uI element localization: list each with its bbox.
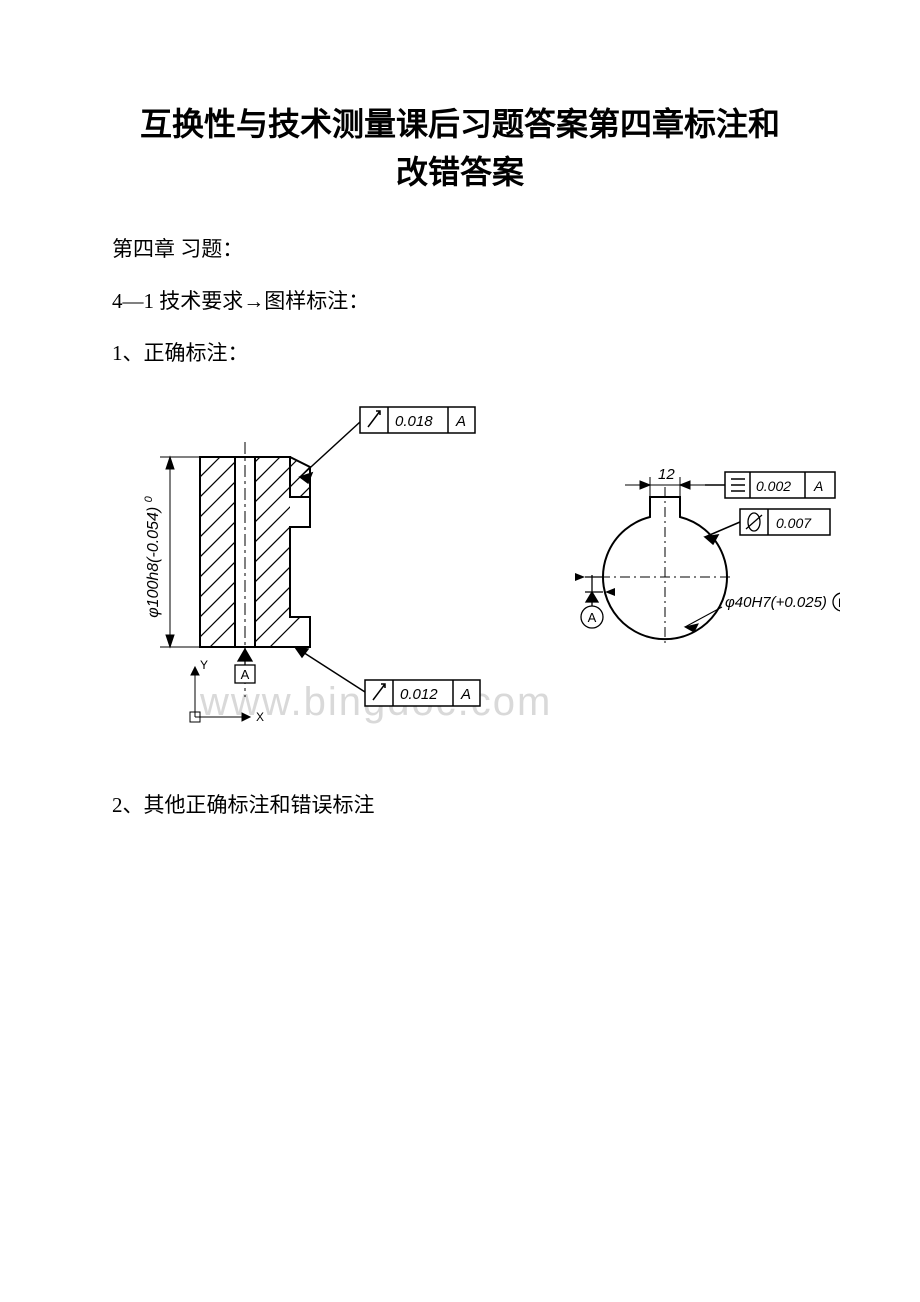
dim-diameter-right: φ40H7(+0.025) — [725, 594, 827, 611]
right-figure: 12 0.002 A — [575, 466, 840, 647]
datum-a-right: A — [588, 610, 597, 625]
dim-diameter-left: φ100h8(-0.054) 0 — [143, 495, 162, 617]
document-title: 互换性与技术测量课后习题答案第四章标注和 改错答案 — [70, 100, 850, 196]
callout-bottom-value: 0.012 — [400, 686, 438, 703]
paragraph-chapter: 第四章 习题： — [70, 226, 850, 272]
callout-top-datum: A — [455, 413, 466, 430]
callout-cyl-value: 0.007 — [776, 515, 812, 531]
paragraph-item-1: 1、正确标注： — [70, 330, 850, 376]
dim-12: 12 — [658, 466, 675, 483]
title-line-1: 互换性与技术测量课后习题答案第四章标注和 — [140, 106, 780, 142]
figure-row: φ100h8(-0.054) 0 0.018 A — [70, 397, 850, 742]
technical-drawings: φ100h8(-0.054) 0 0.018 A — [80, 397, 840, 737]
callout-top-value: 0.018 — [395, 413, 433, 430]
left-figure: φ100h8(-0.054) 0 0.018 A — [143, 397, 480, 724]
callout-sym-datum: A — [813, 478, 823, 494]
axis-y: Y — [200, 658, 208, 672]
axis-x: X — [256, 710, 264, 724]
datum-a-left: A — [241, 667, 250, 682]
paragraph-4-1: 4—1 技术要求→图样标注： — [70, 278, 850, 324]
title-line-2: 改错答案 — [396, 154, 524, 190]
envelope-e: E — [838, 596, 840, 610]
callout-bottom-datum: A — [460, 686, 471, 703]
paragraph-item-2: 2、其他正确标注和错误标注 — [70, 782, 850, 828]
callout-sym-value: 0.002 — [756, 478, 791, 494]
